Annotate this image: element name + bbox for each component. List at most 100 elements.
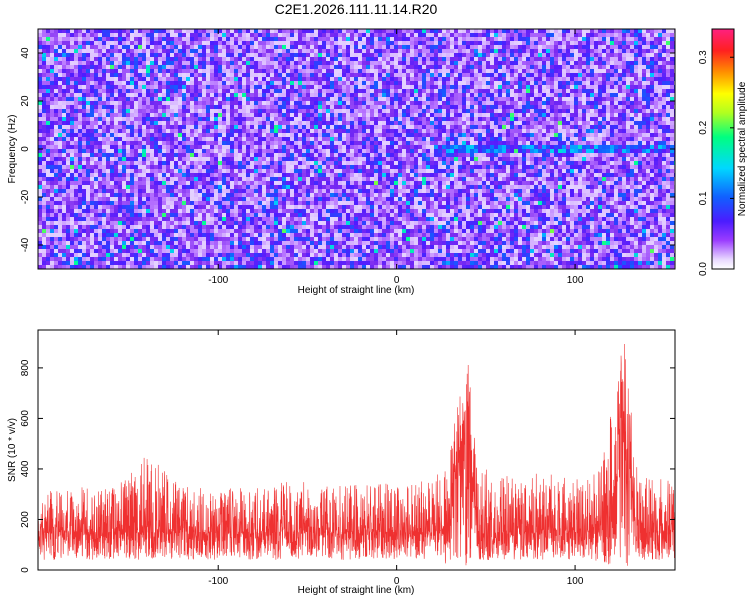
heatmap-cell xyxy=(346,133,351,138)
heatmap-cell xyxy=(38,73,43,78)
heatmap-cell xyxy=(274,53,279,58)
heatmap-cell xyxy=(638,149,643,154)
heatmap-cell xyxy=(262,141,267,146)
heatmap-cell xyxy=(414,29,419,34)
heatmap-cell xyxy=(278,121,283,126)
heatmap-cell xyxy=(186,113,191,118)
heatmap-cell xyxy=(50,117,55,122)
heatmap-cell xyxy=(254,101,259,106)
heatmap-cell xyxy=(346,73,351,78)
heatmap-cell xyxy=(302,61,307,66)
heatmap-cell xyxy=(38,65,43,70)
heatmap-cell xyxy=(114,89,119,94)
heatmap-cell xyxy=(458,81,463,86)
heatmap-cell xyxy=(170,121,175,126)
heatmap-cell xyxy=(114,57,119,62)
heatmap-cell xyxy=(170,85,175,90)
heatmap-cell xyxy=(650,73,655,78)
heatmap-cell xyxy=(278,113,283,118)
heatmap-cell xyxy=(638,137,643,142)
heatmap-cell xyxy=(218,41,223,46)
heatmap-cell xyxy=(646,97,651,102)
heatmap-cell xyxy=(346,105,351,110)
heatmap-cell xyxy=(118,101,123,106)
heatmap-cell xyxy=(90,85,95,90)
heatmap-cell xyxy=(82,153,87,158)
heatmap-cell xyxy=(514,49,519,54)
heatmap-cell xyxy=(38,149,43,154)
heatmap-cell xyxy=(646,77,651,82)
heatmap-cell xyxy=(546,125,551,130)
heatmap-cell xyxy=(354,49,359,54)
heatmap-cell xyxy=(226,41,231,46)
heatmap-cell xyxy=(310,57,315,62)
heatmap-cell xyxy=(62,69,67,74)
heatmap-cell xyxy=(466,33,471,38)
heatmap-cell xyxy=(634,57,639,62)
heatmap-cell xyxy=(658,117,663,122)
heatmap-cell xyxy=(58,121,63,126)
heatmap-cell xyxy=(566,105,571,110)
heatmap-cell xyxy=(42,141,47,146)
heatmap-cell xyxy=(166,133,171,138)
heatmap-cell xyxy=(638,145,643,150)
heatmap-cell xyxy=(478,129,483,134)
heatmap-cell xyxy=(446,37,451,42)
heatmap-cell xyxy=(358,61,363,66)
heatmap-cell xyxy=(466,129,471,134)
heatmap-cell xyxy=(526,141,531,146)
heatmap-cell xyxy=(342,33,347,38)
heatmap-cell xyxy=(434,105,439,110)
heatmap-cell xyxy=(598,57,603,62)
heatmap-cell xyxy=(78,89,83,94)
heatmap-cell xyxy=(370,61,375,66)
heatmap-cell xyxy=(378,105,383,110)
heatmap-cell xyxy=(490,149,495,154)
heatmap-cell xyxy=(594,121,599,126)
heatmap-cell xyxy=(314,93,319,98)
heatmap-cell xyxy=(550,29,555,34)
heatmap-cell xyxy=(150,77,155,82)
heatmap-cell xyxy=(318,65,323,70)
heatmap-cell xyxy=(462,145,467,150)
heatmap-cell xyxy=(590,41,595,46)
heatmap-cell xyxy=(534,41,539,46)
heatmap-cell xyxy=(142,129,147,134)
heatmap-cell xyxy=(554,45,559,50)
heatmap-cell xyxy=(126,129,131,134)
heatmap-cell xyxy=(118,141,123,146)
heatmap-cell xyxy=(214,41,219,46)
heatmap-cell xyxy=(442,89,447,94)
heatmap-cell xyxy=(42,113,47,118)
heatmap-cell xyxy=(202,125,207,130)
heatmap-cell xyxy=(194,57,199,62)
heatmap-cell xyxy=(558,49,563,54)
heatmap-cell xyxy=(662,33,667,38)
heatmap-cell xyxy=(78,113,83,118)
heatmap-cell xyxy=(642,137,647,142)
heatmap-cell xyxy=(126,149,131,154)
heatmap-cell xyxy=(630,45,635,50)
heatmap-cell xyxy=(390,53,395,58)
heatmap-cell xyxy=(218,29,223,34)
heatmap-cell xyxy=(630,137,635,142)
heatmap-cell xyxy=(358,73,363,78)
heatmap-cell xyxy=(162,137,167,142)
heatmap-cell xyxy=(646,125,651,130)
heatmap-cell xyxy=(474,109,479,114)
heatmap-cell xyxy=(594,69,599,74)
heatmap-cell xyxy=(494,77,499,82)
heatmap-cell xyxy=(206,29,211,34)
heatmap-cell xyxy=(394,149,399,154)
heatmap-cell xyxy=(410,133,415,138)
heatmap-cell xyxy=(342,65,347,70)
heatmap-cell xyxy=(526,129,531,134)
heatmap-cell xyxy=(398,61,403,66)
heatmap-cell xyxy=(70,73,75,78)
heatmap-cell xyxy=(634,37,639,42)
heatmap-cell xyxy=(566,117,571,122)
heatmap-cell xyxy=(450,81,455,86)
heatmap-cell xyxy=(190,49,195,54)
heatmap-cell xyxy=(178,109,183,114)
heatmap-cell xyxy=(366,69,371,74)
